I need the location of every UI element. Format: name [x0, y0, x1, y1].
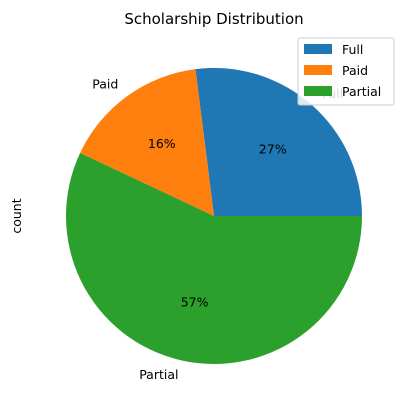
legend-swatch-partial	[304, 86, 332, 96]
legend-swatch-paid	[304, 65, 332, 75]
slice-percent-partial: 57%	[181, 295, 209, 310]
legend-swatch-full	[304, 44, 332, 54]
slice-percent-paid: 16%	[148, 136, 176, 151]
pie-slice-partial	[65, 152, 362, 365]
legend: Full Paid Partial	[297, 37, 395, 106]
slice-label-paid: Paid	[92, 76, 118, 91]
slice-label-partial: Partial	[139, 367, 178, 382]
pie-slice-full	[195, 68, 362, 216]
legend-label-full: Full	[342, 42, 363, 57]
slice-percent-full: 27%	[259, 141, 287, 156]
legend-label-partial: Partial	[342, 84, 381, 99]
legend-label-paid: Paid	[342, 63, 368, 78]
y-axis-label: count	[9, 198, 24, 233]
pie-slices	[65, 68, 362, 365]
pie-slice-paid	[80, 69, 214, 216]
chart-title: Scholarship Distribution	[124, 10, 303, 28]
